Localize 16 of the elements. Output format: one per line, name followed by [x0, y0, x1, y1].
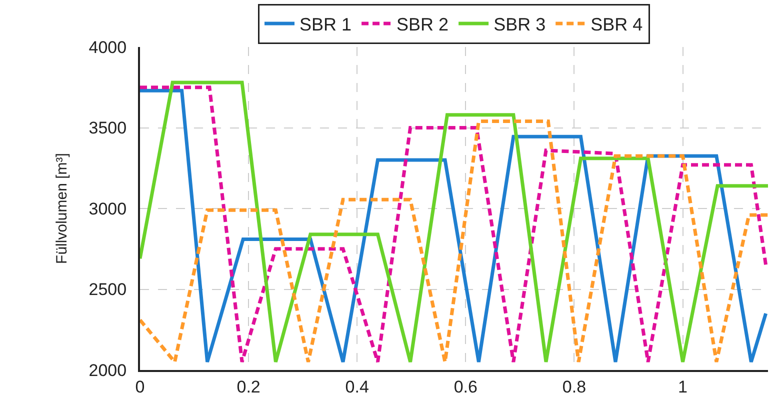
- x-tick-label: 0.4: [345, 377, 369, 396]
- legend-label: SBR 1: [300, 14, 352, 34]
- x-tick-label: 0.2: [236, 377, 260, 396]
- x-tick-label: 0: [135, 377, 145, 396]
- legend-label: SBR 3: [494, 14, 546, 34]
- y-tick-label: 4000: [88, 38, 127, 57]
- y-tick-label: 2500: [88, 280, 127, 300]
- legend-label: SBR 4: [590, 14, 643, 34]
- y-axis-title: Füllvolumen [m³]: [54, 153, 71, 264]
- x-tick-label: 0.8: [562, 377, 586, 396]
- y-tick-label: 3500: [88, 118, 127, 138]
- y-tick-label: 2000: [88, 360, 127, 380]
- x-tick-label: 0.6: [454, 377, 478, 396]
- legend-label: SBR 2: [396, 14, 449, 34]
- x-tick-label: 1: [678, 377, 688, 396]
- y-tick-label: 3000: [88, 199, 127, 218]
